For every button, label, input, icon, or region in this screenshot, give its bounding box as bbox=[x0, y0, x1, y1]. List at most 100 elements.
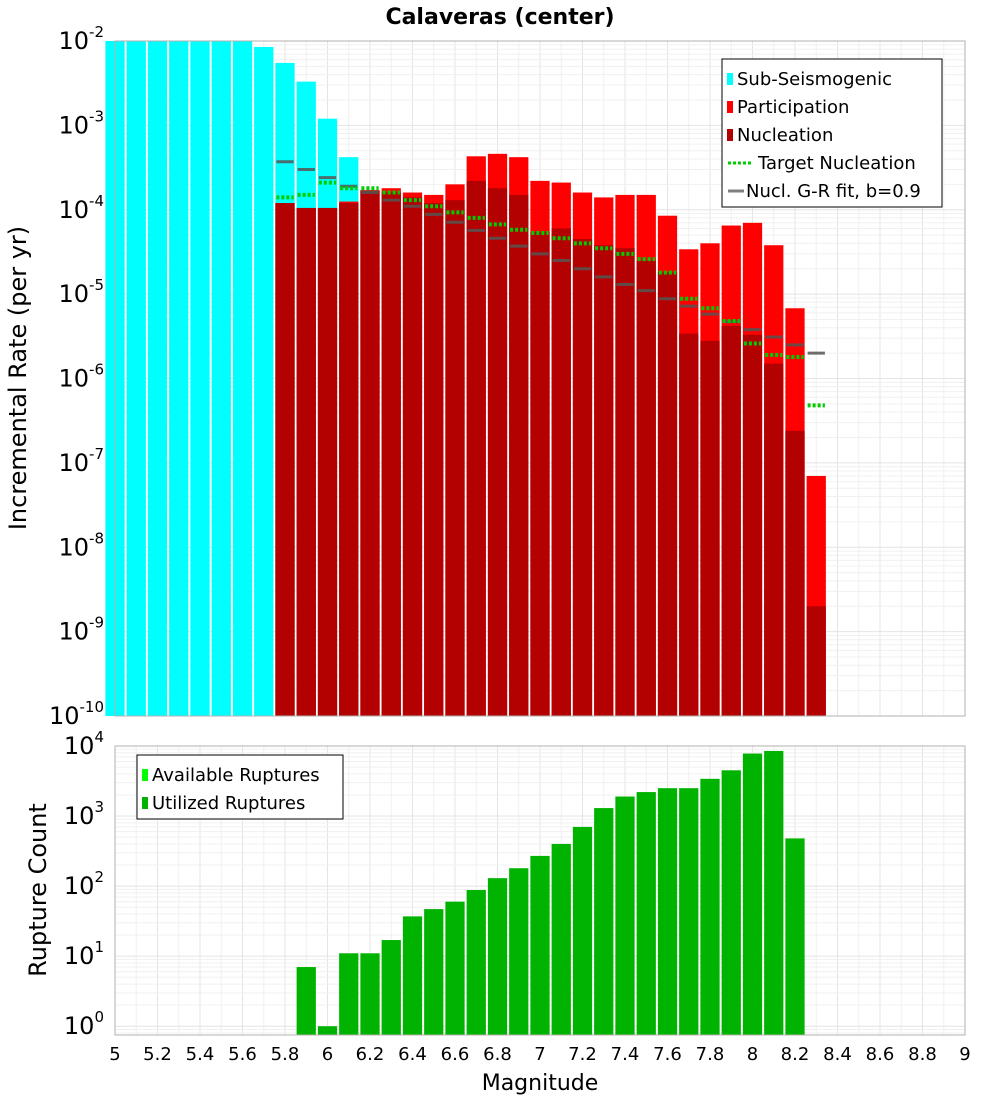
magnitude-x-axis-ticks: 5 5.2 5.4 5.6 5.8 6 6.2 6.4 6.6 6.8 7 7.2 7.4 7.6 7.8 8… bbox=[109, 1044, 970, 1065]
magnitude-x-tick-label: 5.4 bbox=[186, 1044, 215, 1065]
legend-label: Available Ruptures bbox=[152, 765, 320, 786]
utilized-ruptures-bar bbox=[445, 901, 465, 1035]
rate-y-tick-label: 10-10 bbox=[49, 698, 104, 730]
utilized-ruptures-bar bbox=[679, 788, 699, 1035]
magnitude-x-tick-label: 8.2 bbox=[781, 1044, 810, 1065]
utilized-ruptures-bar bbox=[764, 750, 784, 1035]
nucleation-bar bbox=[764, 363, 784, 716]
nucleation-bar bbox=[572, 239, 593, 716]
rupture-legend: Available Ruptures Utilized Ruptures bbox=[136, 754, 344, 820]
utilized-ruptures-bar bbox=[572, 826, 593, 1035]
utilized-ruptures-bar bbox=[317, 1026, 338, 1035]
magnitude-x-tick-label: 7.2 bbox=[568, 1044, 597, 1065]
nucleation-bar bbox=[594, 245, 614, 717]
rate-y-tick-label: 10-8 bbox=[58, 529, 104, 561]
nucleation-bar bbox=[339, 203, 359, 716]
utilized-ruptures-bar bbox=[360, 953, 380, 1035]
nucleation-bar bbox=[275, 203, 295, 716]
sub-seismogenic-bar bbox=[147, 41, 168, 716]
legend-swatch bbox=[727, 101, 733, 113]
legend-swatch bbox=[142, 769, 148, 781]
rate-y-axis-ticks: 10-2 10-3 10-4 10-5 10-6 10-7 10-8 10-9 10-10 bbox=[49, 23, 104, 730]
rupture-y-axis-ticks: 104 103 102 101 100 bbox=[64, 728, 104, 1040]
rupture-y-tick-label: 102 bbox=[64, 868, 104, 900]
magnitude-x-tick-label: 8 bbox=[747, 1044, 758, 1065]
magnitude-x-tick-label: 7.8 bbox=[696, 1044, 725, 1065]
utilized-ruptures-bar bbox=[721, 770, 741, 1035]
chart-title: Calaveras (center) bbox=[385, 5, 614, 30]
nucleation-bar bbox=[806, 606, 826, 716]
nucleation-bar bbox=[785, 430, 805, 716]
sub-seismogenic-bar bbox=[190, 41, 210, 716]
legend-label: Sub-Seismogenic bbox=[737, 69, 892, 90]
legend-swatch bbox=[142, 797, 148, 809]
rupture-y-tick-label: 101 bbox=[64, 938, 104, 970]
sub-seismogenic-bar bbox=[126, 41, 146, 716]
legend-box bbox=[721, 58, 943, 208]
rate-y-tick-label: 10-9 bbox=[58, 614, 104, 646]
rate-y-tick-label: 10-6 bbox=[58, 361, 104, 393]
legend-swatch bbox=[727, 129, 733, 141]
nucleation-bar bbox=[551, 228, 571, 716]
nucleation-bar bbox=[679, 333, 699, 716]
magnitude-x-tick-label: 6.8 bbox=[483, 1044, 512, 1065]
magnitude-x-axis-label: Magnitude bbox=[482, 1071, 599, 1096]
nucleation-bar bbox=[317, 207, 338, 716]
legend-label: Nucleation bbox=[737, 125, 833, 146]
utilized-ruptures-bar bbox=[551, 843, 571, 1035]
rate-y-tick-label: 10-7 bbox=[58, 445, 104, 477]
magnitude-x-tick-label: 7 bbox=[534, 1044, 545, 1065]
rate-plot-lines bbox=[276, 160, 825, 408]
magnitude-x-tick-label: 8.8 bbox=[908, 1044, 937, 1065]
rupture-y-tick-label: 100 bbox=[64, 1008, 104, 1040]
rupture-count-plot: 104 103 102 101 100 5 5.2 5.4 5.6 5.8 6 6.2 6.4 6.6 6… bbox=[24, 728, 971, 1096]
nucleation-bar bbox=[402, 197, 423, 717]
nucleation-bar bbox=[657, 272, 678, 716]
utilized-ruptures-bar bbox=[381, 940, 401, 1035]
magnitude-x-tick-label: 8.6 bbox=[866, 1044, 895, 1065]
sub-seismogenic-bar bbox=[232, 41, 253, 716]
magnitude-x-tick-label: 6.6 bbox=[441, 1044, 470, 1065]
utilized-ruptures-bar bbox=[339, 953, 359, 1035]
magnitude-x-tick-label: 6.2 bbox=[356, 1044, 385, 1065]
nucleation-bar bbox=[360, 190, 380, 716]
magnitude-x-tick-label: 5.2 bbox=[143, 1044, 172, 1065]
utilized-ruptures-bar bbox=[424, 909, 444, 1035]
utilized-ruptures-bar bbox=[594, 808, 614, 1035]
magnitude-x-tick-label: 6.4 bbox=[398, 1044, 427, 1065]
sub-seismogenic-bar bbox=[211, 41, 231, 716]
utilized-ruptures-bar bbox=[402, 916, 423, 1035]
rate-y-tick-label: 10-2 bbox=[58, 23, 104, 55]
rupture-plot-frame bbox=[114, 745, 966, 1036]
legend-label: Target Nucleation bbox=[757, 153, 916, 174]
magnitude-x-tick-label: 5.8 bbox=[271, 1044, 300, 1065]
utilized-ruptures-bar bbox=[615, 796, 635, 1035]
magnitude-x-tick-label: 5 bbox=[109, 1044, 120, 1065]
utilized-ruptures-bar bbox=[296, 967, 316, 1035]
rate-y-axis-label: Incremental Rate (per yr) bbox=[4, 226, 32, 530]
nucleation-bar bbox=[615, 248, 635, 717]
rate-plot-frame bbox=[114, 40, 966, 717]
rupture-plot-bars bbox=[296, 750, 805, 1035]
legend-label: Utilized Ruptures bbox=[152, 793, 305, 814]
rupture-y-tick-label: 104 bbox=[64, 728, 104, 760]
rupture-y-tick-label: 103 bbox=[64, 798, 104, 830]
legend-label: Nucl. G-R fit, b=0.9 bbox=[746, 181, 921, 202]
legend-label: Participation bbox=[737, 97, 849, 118]
sub-seismogenic-bar bbox=[254, 46, 274, 717]
nucleation-bar bbox=[636, 260, 656, 716]
rate-plot-bars bbox=[105, 41, 826, 717]
magnitude-x-tick-label: 9 bbox=[959, 1044, 970, 1065]
nucleation-bar bbox=[721, 325, 741, 716]
utilized-ruptures-bar bbox=[657, 788, 678, 1035]
nucleation-bar bbox=[509, 194, 529, 716]
utilized-ruptures-bar bbox=[487, 878, 508, 1035]
nucleation-bar bbox=[487, 188, 508, 717]
nucleation-bar bbox=[742, 334, 763, 716]
utilized-ruptures-bar bbox=[530, 855, 550, 1035]
utilized-ruptures-bar bbox=[700, 778, 720, 1035]
magnitude-x-tick-label: 7.6 bbox=[653, 1044, 682, 1065]
nucleation-bar bbox=[424, 203, 444, 716]
nucleation-bar bbox=[466, 180, 486, 716]
